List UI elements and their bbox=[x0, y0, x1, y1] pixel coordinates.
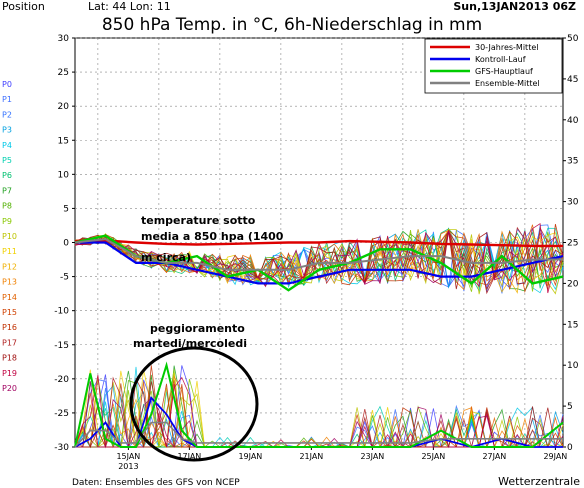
position-label: Position bbox=[2, 0, 45, 13]
member-label: P4 bbox=[2, 141, 12, 150]
y-right-tick-label: 15 bbox=[567, 320, 578, 330]
precip-series-gfs-hauptlauf bbox=[74, 361, 564, 448]
y-left-tick-label: -20 bbox=[54, 375, 69, 385]
y-left-tick-label: 25 bbox=[58, 68, 69, 78]
x-tick-label: 27JAN bbox=[482, 452, 506, 461]
y-left-tick-label: 15 bbox=[58, 136, 69, 146]
y-right-tick-label: 20 bbox=[567, 279, 579, 289]
x-tick-label: 15JAN bbox=[116, 452, 140, 461]
chart-title: 850 hPa Temp. in °C, 6h-Niederschlag in … bbox=[102, 15, 482, 35]
member-label: P16 bbox=[2, 323, 17, 332]
member-label: P19 bbox=[2, 369, 17, 378]
member-label: P12 bbox=[2, 262, 17, 271]
y-left-tick-label: -15 bbox=[54, 341, 69, 351]
member-label: P15 bbox=[2, 308, 17, 317]
y-right-tick-label: 45 bbox=[567, 75, 578, 85]
source-label: Daten: Ensembles des GFS von NCEP bbox=[72, 478, 240, 488]
annotation-text: media a 850 hpa (1400 bbox=[141, 230, 284, 243]
member-label: P13 bbox=[2, 278, 17, 287]
run-date-label: Sun,13JAN2013 06Z bbox=[453, 0, 576, 13]
temp-series-ensemble-mittel bbox=[74, 238, 563, 271]
member-label: P10 bbox=[2, 232, 17, 241]
legend-entry: GFS-Hauptlauf bbox=[475, 67, 533, 76]
annotation-text: martedi/mercoledi bbox=[133, 337, 247, 350]
y-right-tick-label: 50 bbox=[567, 34, 579, 44]
lat-lon-label: Lat: 44 Lon: 11 bbox=[88, 0, 171, 13]
y-right-tick-label: 35 bbox=[567, 157, 578, 167]
member-label: P20 bbox=[2, 384, 17, 393]
x-tick-label: 19JAN bbox=[238, 452, 262, 461]
member-label: P3 bbox=[2, 126, 12, 135]
y-right-tick-label: 5 bbox=[567, 402, 573, 412]
member-label: P11 bbox=[2, 247, 17, 256]
y-left-tick-label: 10 bbox=[58, 170, 70, 180]
x-tick-label: 17JAN bbox=[177, 452, 201, 461]
y-right-tick-label: 10 bbox=[567, 361, 579, 371]
member-label: P6 bbox=[2, 171, 12, 180]
y-left-tick-label: -5 bbox=[60, 273, 69, 283]
annotation-text: peggioramento bbox=[150, 322, 245, 335]
member-label: P5 bbox=[2, 156, 12, 165]
x-tick-label: 23JAN bbox=[360, 452, 384, 461]
member-temp-line bbox=[74, 231, 564, 290]
member-label: P18 bbox=[2, 354, 17, 363]
x-tick-label: 21JAN bbox=[299, 452, 323, 461]
y-left-tick-label: 5 bbox=[63, 204, 69, 214]
y-right-tick-label: 25 bbox=[567, 239, 578, 249]
x-tick-label: 29JAN bbox=[543, 452, 567, 461]
y-left-tick-label: -30 bbox=[54, 443, 69, 453]
member-label: P7 bbox=[2, 186, 12, 195]
member-label: P17 bbox=[2, 338, 17, 347]
precip-series-ensemble-mittel bbox=[74, 421, 563, 448]
y-left-tick-label: 30 bbox=[58, 34, 70, 44]
member-label: P1 bbox=[2, 95, 12, 104]
member-label: P2 bbox=[2, 110, 12, 119]
y-right-tick-label: 30 bbox=[567, 198, 579, 208]
legend-entry: Ensemble-Mittel bbox=[475, 79, 540, 88]
member-label: P14 bbox=[2, 293, 17, 302]
annotation-circle bbox=[129, 346, 259, 462]
y-left-tick-label: -25 bbox=[54, 409, 69, 419]
y-right-tick-label: 40 bbox=[567, 116, 579, 126]
legend-entry: 30-Jahres-Mittel bbox=[475, 43, 538, 52]
x-tick-label: 25JAN bbox=[421, 452, 445, 461]
temp-series-30-jahres-mittel bbox=[74, 239, 563, 248]
brand-label: Wetterzentrale bbox=[498, 475, 580, 488]
y-right-tick-label: 0 bbox=[567, 443, 573, 453]
member-temp-line bbox=[74, 230, 564, 288]
y-left-tick-label: -10 bbox=[54, 307, 69, 317]
x-tick-year-label: 2013 bbox=[118, 462, 138, 471]
member-temp-line bbox=[74, 226, 564, 295]
y-left-tick-label: 0 bbox=[63, 239, 69, 249]
y-left-tick-label: 20 bbox=[58, 102, 70, 112]
annotation-text: temperature sotto bbox=[141, 214, 256, 227]
member-label: P0 bbox=[2, 80, 12, 89]
member-label: P8 bbox=[2, 202, 12, 211]
annotation-text: m circa) bbox=[141, 251, 191, 264]
legend-entry: Kontroll-Lauf bbox=[475, 55, 526, 64]
member-label: P9 bbox=[2, 217, 12, 226]
